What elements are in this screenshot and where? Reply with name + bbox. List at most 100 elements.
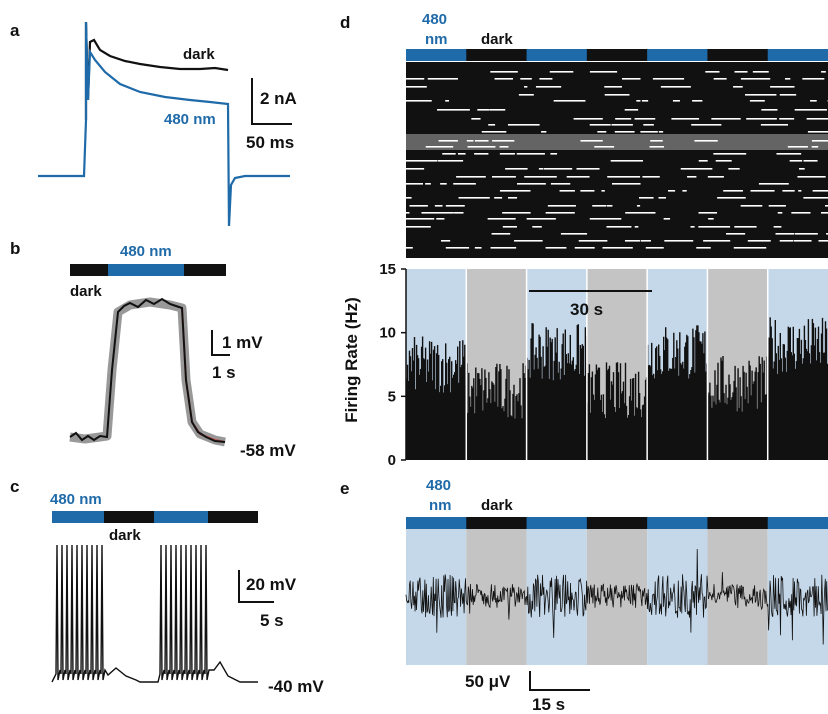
raster-gap (698, 226, 731, 228)
raster-gap (532, 226, 542, 228)
raster-gap (440, 183, 447, 185)
panel-b-baseline-label: -58 mV (240, 441, 296, 460)
panel-c-baseline-label: -40 mV (268, 677, 324, 696)
raster-gap (499, 190, 531, 192)
raster-gap (761, 109, 778, 111)
raster-gap (437, 109, 470, 111)
panel-e-stim-segment-0 (406, 517, 467, 529)
raster-gap (474, 140, 489, 142)
raster-gap (680, 168, 713, 170)
raster-gap (752, 71, 769, 73)
raster-gap (624, 240, 641, 242)
raster-gap (543, 168, 573, 170)
panel-b-scale-bar (211, 330, 230, 356)
raster-gap (594, 146, 615, 148)
raster-gap (445, 247, 470, 249)
raster-gap (643, 124, 654, 126)
raster-gap (636, 205, 641, 207)
raster-gap (574, 247, 595, 249)
raster-gap (671, 118, 700, 120)
raster-gap (734, 226, 757, 228)
raster-gap (580, 190, 595, 192)
raster-gap (696, 247, 711, 249)
raster-gap (576, 168, 600, 170)
panel-d-stim-segment-6 (767, 49, 828, 61)
raster-gap (806, 118, 828, 120)
raster-gap (477, 109, 490, 111)
panel-b-trace (69, 297, 226, 443)
raster-gap (602, 247, 633, 249)
raster-gap (406, 247, 413, 249)
panel-e-stimulus-bar (406, 517, 828, 529)
raster-gap (438, 160, 464, 162)
raster-gap (733, 247, 767, 249)
panel-e-stim-segment-1 (466, 517, 528, 529)
raster-gap (625, 212, 656, 214)
raster-gap (642, 176, 660, 178)
raster-gap (456, 176, 486, 178)
panel-c-scale-x: 5 s (260, 611, 284, 630)
panel-e-dark-label: dark (481, 497, 513, 514)
raster-gap (502, 212, 531, 214)
raster-gap (611, 124, 633, 126)
raster-gap (698, 212, 718, 214)
panel-d-blue-label-1: 480 (422, 11, 447, 28)
panel-b-blue-label: 480 nm (120, 243, 172, 260)
raster-gap (779, 240, 794, 242)
raster-gap (641, 100, 649, 102)
raster-light-band (406, 134, 828, 150)
panel-e-scale-bar (529, 671, 590, 691)
raster-gap (526, 218, 556, 220)
raster-gap (445, 100, 450, 102)
raster-gap (516, 153, 545, 155)
panel-b-bar-dark-2 (184, 264, 226, 276)
raster-gap (524, 176, 557, 178)
raster-gap (611, 183, 641, 185)
raster-gap (467, 146, 496, 148)
raster-gap (807, 131, 828, 133)
panel-c-bar-blue-2 (154, 511, 208, 523)
raster-gap (726, 233, 746, 235)
raster-gap (713, 78, 727, 80)
panel-a-blue-trace (38, 21, 290, 227)
raster-gap (776, 153, 802, 155)
raster-gap (787, 146, 808, 148)
raster-gap (770, 86, 795, 88)
panel-e-scale-x: 15 s (532, 695, 565, 714)
raster-gap (640, 131, 658, 133)
raster-gap (409, 205, 428, 207)
raster-gap (406, 212, 410, 214)
raster-gap (601, 190, 605, 192)
raster-gap (650, 140, 663, 142)
raster-gap (793, 240, 812, 242)
raster-gap (406, 226, 431, 228)
raster-gap (821, 212, 828, 214)
raster-gap (745, 94, 777, 96)
raster-gap (545, 247, 567, 249)
raster-gap (406, 86, 427, 88)
raster-gap (535, 86, 562, 88)
raster-gap (821, 71, 826, 73)
raster-gap (691, 124, 722, 126)
raster-gap (664, 240, 694, 242)
panel-d-dark-label: dark (481, 31, 513, 48)
raster-gap (406, 197, 412, 199)
panel-d-letter: d (340, 13, 350, 32)
panel-d-ylabel: Firing Rate (Hz) (342, 297, 361, 423)
raster-gap (610, 160, 643, 162)
panel-d-y-ticks: 0 5 10 15 (379, 261, 406, 469)
raster-gap (505, 168, 528, 170)
panel-c-scale-bar (238, 570, 274, 603)
raster-gap (438, 140, 458, 142)
panel-e-stim-segment-5 (707, 517, 769, 529)
raster-gap (436, 218, 445, 220)
panel-e-stim-segment-6 (767, 517, 828, 529)
raster-gap (406, 160, 438, 162)
raster-gap (711, 118, 741, 120)
raster-gap (550, 153, 558, 155)
raster-gap (406, 100, 432, 102)
raster-gap (425, 146, 454, 148)
raster-gap (458, 197, 490, 199)
raster-gap (740, 78, 771, 80)
